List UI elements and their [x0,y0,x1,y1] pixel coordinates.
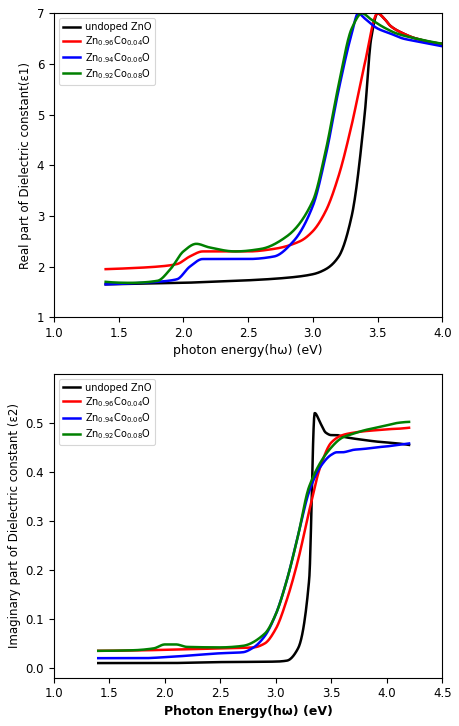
Zn$_{0.94}$Co$_{0.06}$O [327,128,332,136]
Zn$_{0.92}$Co$_{0.08}$O [328,120,333,129]
Zn$_{0.92}$Co$_{0.08}$O [95,646,101,655]
Zn$_{0.96}$Co$_{0.04}$O [439,39,444,48]
Zn$_{0.94}$Co$_{0.06}$O [329,450,334,459]
Zn$_{0.94}$Co$_{0.06}$O [189,261,195,269]
Line: undoped ZnO: undoped ZnO [106,13,442,285]
Line: Zn$_{0.96}$Co$_{0.04}$O: Zn$_{0.96}$Co$_{0.04}$O [98,428,408,650]
undoped ZnO [255,275,260,284]
Zn$_{0.94}$Co$_{0.06}$O [162,277,168,285]
Zn$_{0.92}$Co$_{0.08}$O [255,245,261,253]
Zn$_{0.92}$Co$_{0.08}$O [150,644,156,653]
Zn$_{0.92}$Co$_{0.08}$O [358,9,364,17]
undoped ZnO [374,9,380,17]
Zn$_{0.96}$Co$_{0.04}$O [356,85,361,94]
Zn$_{0.92}$Co$_{0.08}$O [129,279,134,287]
Zn$_{0.92}$Co$_{0.08}$O [356,10,362,19]
Zn$_{0.96}$Co$_{0.04}$O [150,645,156,654]
Line: Zn$_{0.94}$Co$_{0.06}$O: Zn$_{0.94}$Co$_{0.06}$O [98,444,408,658]
Zn$_{0.94}$Co$_{0.06}$O [235,648,241,657]
X-axis label: Photon Energy(hω) (eV): Photon Energy(hω) (eV) [163,705,332,718]
Zn$_{0.96}$Co$_{0.04}$O [329,437,334,446]
Zn$_{0.92}$Co$_{0.08}$O [175,640,180,649]
Zn$_{0.92}$Co$_{0.08}$O [301,212,307,221]
undoped ZnO [405,441,411,449]
Line: Zn$_{0.92}$Co$_{0.08}$O: Zn$_{0.92}$Co$_{0.08}$O [98,422,408,650]
undoped ZnO [103,280,108,289]
Zn$_{0.96}$Co$_{0.04}$O [162,261,168,270]
Zn$_{0.92}$Co$_{0.08}$O [405,417,411,426]
undoped ZnO [327,261,332,270]
Legend: undoped ZnO, Zn$_{0.96}$Co$_{0.04}$O, Zn$_{0.94}$Co$_{0.06}$O, Zn$_{0.92}$Co$_{0: undoped ZnO, Zn$_{0.96}$Co$_{0.04}$O, Zn… [59,379,155,445]
Zn$_{0.94}$Co$_{0.06}$O [301,221,306,229]
undoped ZnO [356,161,361,170]
undoped ZnO [189,278,195,287]
Line: undoped ZnO: undoped ZnO [98,413,408,663]
undoped ZnO [162,279,168,287]
undoped ZnO [175,658,180,667]
Zn$_{0.94}$Co$_{0.06}$O [150,653,156,662]
Zn$_{0.94}$Co$_{0.06}$O [439,42,444,51]
Zn$_{0.94}$Co$_{0.06}$O [354,9,360,17]
Zn$_{0.94}$Co$_{0.06}$O [356,9,362,18]
Zn$_{0.96}$Co$_{0.04}$O [175,645,180,654]
Legend: undoped ZnO, Zn$_{0.96}$Co$_{0.04}$O, Zn$_{0.94}$Co$_{0.06}$O, Zn$_{0.92}$Co$_{0: undoped ZnO, Zn$_{0.96}$Co$_{0.04}$O, Zn… [59,18,155,85]
Zn$_{0.96}$Co$_{0.04}$O [103,265,108,274]
Y-axis label: Imaginary part of Dielectric constant (ε2): Imaginary part of Dielectric constant (ε… [8,404,21,648]
undoped ZnO [302,607,308,616]
Zn$_{0.94}$Co$_{0.06}$O [95,654,101,663]
Zn$_{0.92}$Co$_{0.08}$O [103,277,108,286]
Zn$_{0.92}$Co$_{0.08}$O [302,494,308,503]
undoped ZnO [329,431,335,439]
Zn$_{0.96}$Co$_{0.04}$O [327,195,332,204]
Line: Zn$_{0.94}$Co$_{0.06}$O: Zn$_{0.94}$Co$_{0.06}$O [106,13,442,285]
Zn$_{0.92}$Co$_{0.08}$O [278,594,284,603]
undoped ZnO [95,658,101,667]
Line: Zn$_{0.96}$Co$_{0.04}$O: Zn$_{0.96}$Co$_{0.04}$O [106,13,442,269]
Zn$_{0.94}$Co$_{0.06}$O [278,594,284,603]
Zn$_{0.94}$Co$_{0.06}$O [103,280,108,289]
Y-axis label: Real part of Dielectric constant(ε1): Real part of Dielectric constant(ε1) [19,62,33,269]
Zn$_{0.96}$Co$_{0.04}$O [302,521,308,530]
Zn$_{0.92}$Co$_{0.08}$O [439,39,444,48]
Zn$_{0.92}$Co$_{0.08}$O [190,240,195,249]
undoped ZnO [278,657,284,666]
undoped ZnO [439,39,444,48]
Zn$_{0.92}$Co$_{0.08}$O [329,442,334,451]
Line: Zn$_{0.92}$Co$_{0.08}$O: Zn$_{0.92}$Co$_{0.08}$O [106,13,442,283]
Zn$_{0.96}$Co$_{0.04}$O [255,247,260,256]
Zn$_{0.94}$Co$_{0.06}$O [255,254,260,263]
undoped ZnO [301,272,306,280]
Zn$_{0.96}$Co$_{0.04}$O [374,9,380,17]
Zn$_{0.94}$Co$_{0.06}$O [302,499,308,507]
Zn$_{0.96}$Co$_{0.04}$O [405,423,411,432]
Zn$_{0.96}$Co$_{0.04}$O [301,234,306,243]
Zn$_{0.94}$Co$_{0.06}$O [405,439,411,448]
Zn$_{0.92}$Co$_{0.08}$O [162,270,168,279]
Zn$_{0.94}$Co$_{0.06}$O [175,652,180,661]
undoped ZnO [311,409,317,417]
undoped ZnO [235,658,241,666]
Zn$_{0.96}$Co$_{0.04}$O [189,251,195,260]
Zn$_{0.96}$Co$_{0.04}$O [235,644,241,653]
Zn$_{0.92}$Co$_{0.08}$O [235,642,241,650]
Zn$_{0.96}$Co$_{0.04}$O [278,611,284,620]
Zn$_{0.96}$Co$_{0.04}$O [95,646,101,655]
undoped ZnO [150,658,156,667]
X-axis label: photon energy(hω) (eV): photon energy(hω) (eV) [173,344,322,357]
